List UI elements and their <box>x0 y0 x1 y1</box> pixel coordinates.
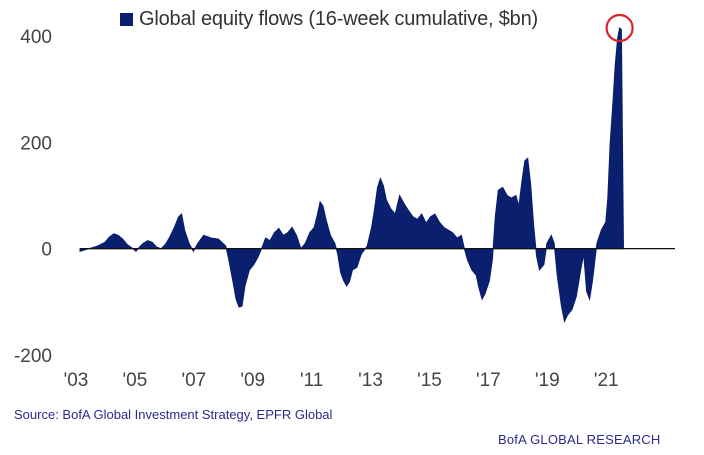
x-tick-label: '19 <box>535 370 560 391</box>
brand-label: BofA GLOBAL RESEARCH <box>498 432 661 447</box>
x-tick-label: '13 <box>358 370 383 391</box>
legend-label: Global equity flows (16-week cumulative,… <box>139 8 538 30</box>
y-tick-label: 200 <box>20 133 52 154</box>
x-tick-label: '15 <box>417 370 442 391</box>
y-tick-label: 0 <box>41 240 52 261</box>
x-tick-label: '21 <box>594 370 619 391</box>
x-tick-label: '17 <box>476 370 501 391</box>
x-tick-label: '03 <box>64 370 89 391</box>
x-tick-label: '05 <box>123 370 148 391</box>
y-tick-label: -200 <box>14 346 52 367</box>
y-tick-label: 400 <box>20 27 52 48</box>
series-area-0 <box>79 27 625 324</box>
x-tick-label: '09 <box>240 370 265 391</box>
peak-highlight-circle <box>605 13 634 43</box>
legend-swatch <box>120 13 133 26</box>
x-tick-label: '11 <box>300 370 323 391</box>
legend: Global equity flows (16-week cumulative,… <box>120 8 538 31</box>
x-tick-label: '07 <box>181 370 206 391</box>
source-note: Source: BofA Global Investment Strategy,… <box>14 407 333 422</box>
